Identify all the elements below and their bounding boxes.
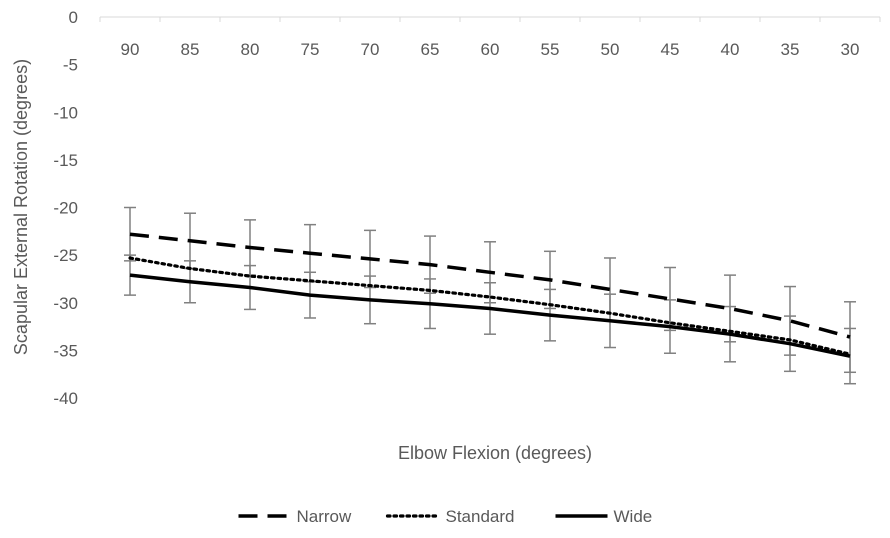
x-tick-label: 45 <box>661 40 680 59</box>
x-tick-label: 55 <box>541 40 560 59</box>
legend-label-standard: Standard <box>446 507 515 526</box>
y-tick-label: -10 <box>53 103 78 122</box>
y-tick-label: -20 <box>53 199 78 218</box>
series-line-narrow <box>129 232 851 339</box>
y-tick-label: -25 <box>53 246 78 265</box>
y-tick-label: -30 <box>53 294 78 313</box>
y-axis-ticks: 0 -5 -10 -15 -20 -25 -30 -35 -40 <box>53 8 78 408</box>
x-axis: 90 85 80 75 70 65 60 55 50 45 40 35 30 <box>99 16 881 59</box>
x-tick-label: 65 <box>421 40 440 59</box>
x-tick-label: 50 <box>601 40 620 59</box>
x-tick-label: 35 <box>781 40 800 59</box>
series-line-wide <box>129 273 851 358</box>
x-tick-label: 90 <box>121 40 140 59</box>
x-tick-label: 40 <box>721 40 740 59</box>
y-tick-label: 0 <box>69 8 78 27</box>
y-axis-title: Scapular External Rotation (degrees) <box>11 59 31 355</box>
legend-label-wide: Wide <box>614 507 653 526</box>
x-axis-title: Elbow Flexion (degrees) <box>398 443 592 463</box>
y-tick-label: -5 <box>63 56 78 75</box>
x-tick-label: 85 <box>181 40 200 59</box>
x-tick-label: 75 <box>301 40 320 59</box>
series-lines <box>128 232 852 358</box>
legend-label-narrow: Narrow <box>297 507 353 526</box>
series-line-standard <box>128 256 852 356</box>
x-tick-label: 30 <box>841 40 860 59</box>
x-tick-label: 60 <box>481 40 500 59</box>
x-tick-label: 70 <box>361 40 380 59</box>
y-tick-label: -35 <box>53 341 78 360</box>
y-tick-label: -40 <box>53 389 78 408</box>
legend: Narrow Standard Wide <box>238 507 653 526</box>
y-tick-label: -15 <box>53 151 78 170</box>
x-tick-label: 80 <box>241 40 260 59</box>
error-bars <box>124 206 856 385</box>
